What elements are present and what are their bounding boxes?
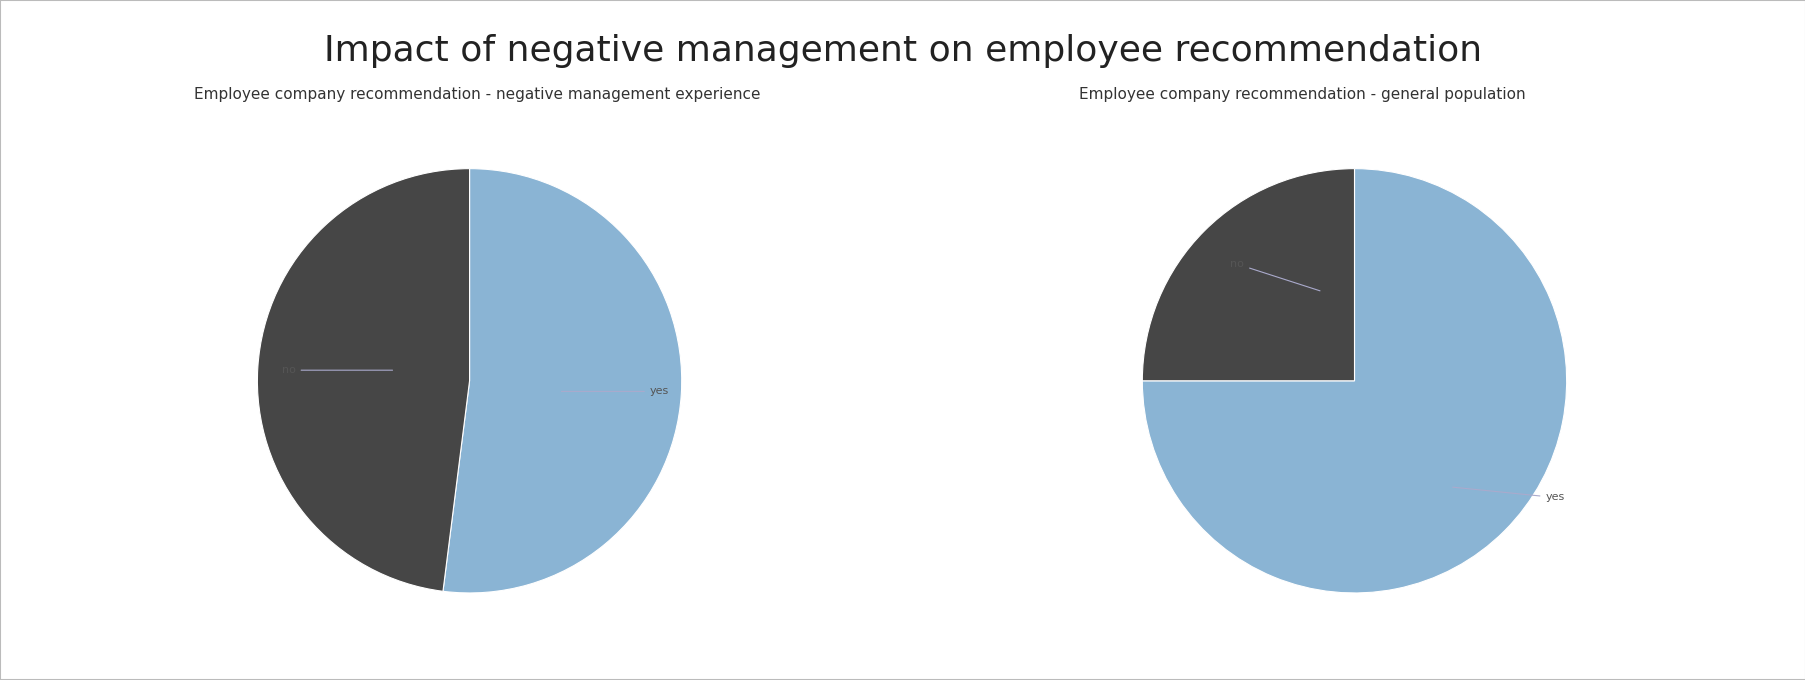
Text: Employee company recommendation - negative management experience: Employee company recommendation - negati… bbox=[193, 87, 760, 102]
Wedge shape bbox=[258, 169, 469, 592]
Text: yes: yes bbox=[1451, 487, 1563, 503]
Text: Impact of negative management on employee recommendation: Impact of negative management on employe… bbox=[323, 34, 1482, 68]
Text: yes: yes bbox=[561, 386, 670, 396]
Wedge shape bbox=[442, 169, 680, 593]
Text: Employee company recommendation - general population: Employee company recommendation - genera… bbox=[1078, 87, 1525, 102]
Text: no: no bbox=[1229, 259, 1319, 291]
Wedge shape bbox=[1143, 169, 1565, 593]
Wedge shape bbox=[1143, 169, 1354, 381]
Text: no: no bbox=[282, 365, 392, 375]
